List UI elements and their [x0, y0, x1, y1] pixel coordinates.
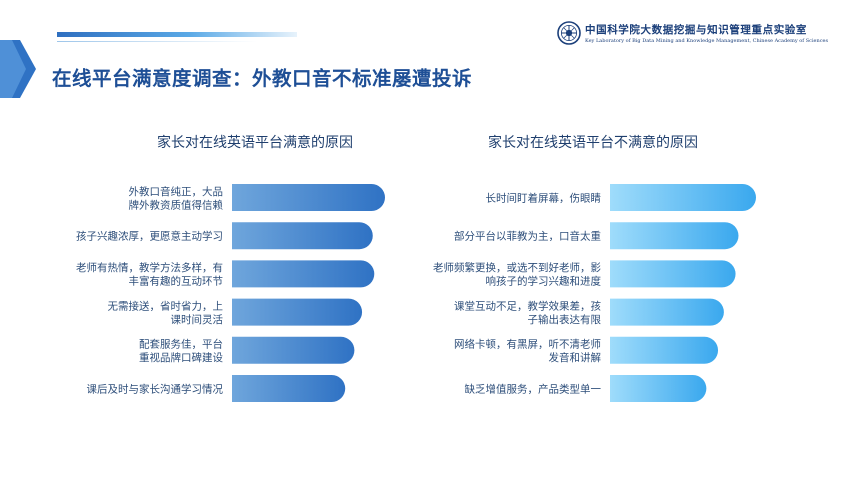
- corner-decoration: [0, 40, 36, 98]
- satisfied-label-2-line-1: 孩子兴趣浓厚，更愿意主动学习: [76, 230, 223, 243]
- chart-title-unsatisfied: 家长对在线英语平台不满意的原因: [488, 134, 698, 151]
- unsatisfied-label-3-line-1: 老师频繁更换，或选不到好老师，影: [433, 261, 601, 274]
- unsatisfied-reasons-chart: 长时间盯着屏幕，伤眼睛部分平台以菲教为主，口音太重老师频繁更换，或选不到好老师，…: [433, 184, 756, 402]
- satisfied-reasons-chart: 外教口音纯正，大品牌外教资质值得信赖孩子兴趣浓厚，更愿意主动学习老师有热情，教学…: [76, 184, 385, 402]
- cas-seal-icon: [557, 21, 581, 45]
- unsatisfied-label-1-line-1: 长时间盯着屏幕，伤眼睛: [486, 192, 602, 205]
- unsatisfied-bar-6: [610, 375, 707, 402]
- satisfied-label-5-line-2: 重视品牌口碑建设: [139, 351, 223, 364]
- page-title: 在线平台满意度调查：外教口音不标准屡遭投诉: [52, 67, 473, 90]
- unsatisfied-bar-3: [610, 260, 736, 288]
- satisfied-label-6-line-1: 课后及时与家长沟通学习情况: [87, 383, 224, 396]
- header-accent-bar: [57, 32, 297, 37]
- chart-title-satisfied: 家长对在线英语平台满意的原因: [157, 134, 353, 151]
- unsatisfied-label-4-line-1: 课堂互动不足，教学效果差，孩: [454, 299, 601, 312]
- satisfied-label-4-line-1: 无需接送，省时省力，上: [108, 299, 224, 312]
- satisfied-label-4-line-2: 课时间灵活: [171, 313, 224, 326]
- satisfied-bar-2: [232, 222, 373, 250]
- unsatisfied-bar-5: [610, 336, 719, 364]
- unsatisfied-label-5-line-2: 发音和讲解: [549, 351, 602, 364]
- satisfied-bar-3: [232, 260, 375, 288]
- satisfied-label-1-line-1: 外教口音纯正，大品: [129, 185, 224, 198]
- unsatisfied-bar-4: [610, 298, 724, 326]
- unsatisfied-label-2-line-1: 部分平台以菲教为主，口音太重: [454, 230, 601, 243]
- satisfied-bar-6: [232, 375, 346, 402]
- header-accent-line: [57, 41, 257, 42]
- satisfied-bar-1: [232, 184, 385, 211]
- org-logo: 中国科学院大数据挖掘与知识管理重点实验室 Key Laboratory of B…: [557, 19, 837, 51]
- satisfied-label-3-line-1: 老师有热情，教学方法多样，有: [76, 261, 223, 274]
- unsatisfied-bar-1: [610, 184, 756, 211]
- satisfied-label-5-line-1: 配套服务佳，平台: [139, 338, 223, 351]
- satisfied-label-1-line-2: 牌外教资质值得信赖: [129, 198, 224, 211]
- unsatisfied-label-6-line-1: 缺乏增值服务，产品类型单一: [465, 383, 602, 396]
- satisfied-bar-5: [232, 336, 355, 364]
- unsatisfied-bar-2: [610, 222, 739, 250]
- satisfied-bar-4: [232, 298, 363, 326]
- unsatisfied-label-5-line-1: 网络卡顿，有黑屏，听不清老师: [454, 338, 601, 351]
- org-name-cn: 中国科学院大数据挖掘与知识管理重点实验室: [585, 24, 807, 36]
- satisfied-label-3-line-2: 丰富有趣的互动环节: [129, 275, 224, 288]
- unsatisfied-label-4-line-2: 子输出表达有限: [528, 313, 602, 326]
- unsatisfied-label-3-line-2: 响孩子的学习兴趣和进度: [486, 275, 602, 288]
- org-name-en: Key Laboratory of Big Data Mining and Kn…: [585, 38, 829, 44]
